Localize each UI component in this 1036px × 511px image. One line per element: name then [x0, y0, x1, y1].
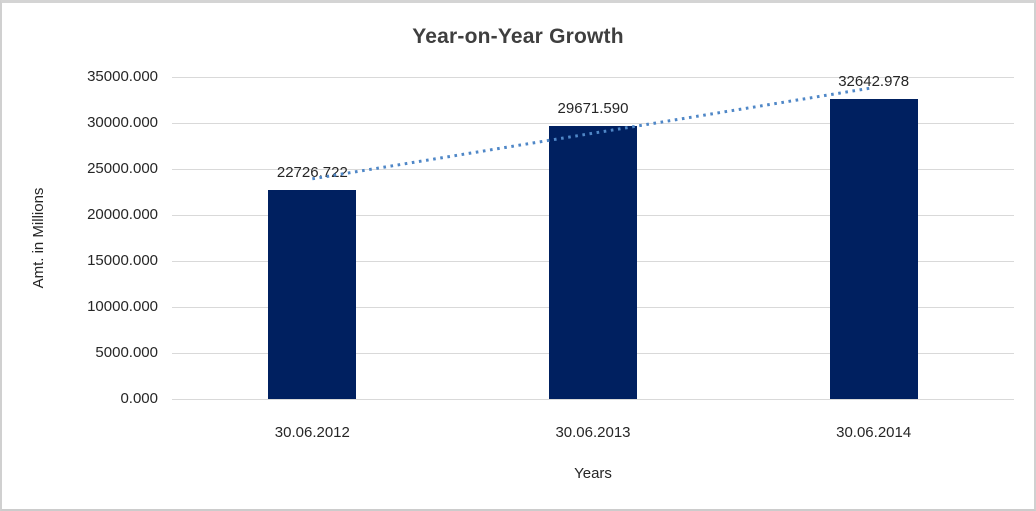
- bar-30.06.2014: [829, 98, 918, 399]
- y-tick-label: 10000.000: [87, 298, 158, 315]
- bar-value-label: 32642.978: [838, 72, 910, 90]
- plot-area: 22726.722 29671.590 32642.978: [172, 73, 1014, 400]
- x-tick-label: 30.06.2014: [836, 424, 912, 441]
- y-tick-label: 30000.000: [87, 114, 158, 131]
- bar-30.06.2012: [268, 189, 357, 399]
- y-tick-label: 5000.000: [95, 344, 158, 361]
- y-tick-label: 0.000: [120, 390, 158, 407]
- chart-title: Year-on-Year Growth: [412, 25, 624, 48]
- y-tick-label: 35000.000: [87, 68, 158, 85]
- y-axis-title-label: Amt. in Millions: [30, 187, 47, 289]
- gridline: [172, 77, 1014, 78]
- y-tick-label: 15000.000: [87, 252, 158, 269]
- bar-value-label: 29671.590: [557, 100, 629, 118]
- bar-30.06.2013: [549, 126, 637, 399]
- x-axis-title: Years: [574, 465, 612, 482]
- bar-value-label: 22726.722: [276, 163, 348, 181]
- y-tick-label: 25000.000: [87, 160, 158, 177]
- y-tick-label: 20000.000: [87, 206, 158, 223]
- x-tick-label: 30.06.2013: [555, 424, 631, 441]
- x-tick-label: 30.06.2012: [274, 424, 350, 441]
- x-axis-line: [172, 399, 1014, 400]
